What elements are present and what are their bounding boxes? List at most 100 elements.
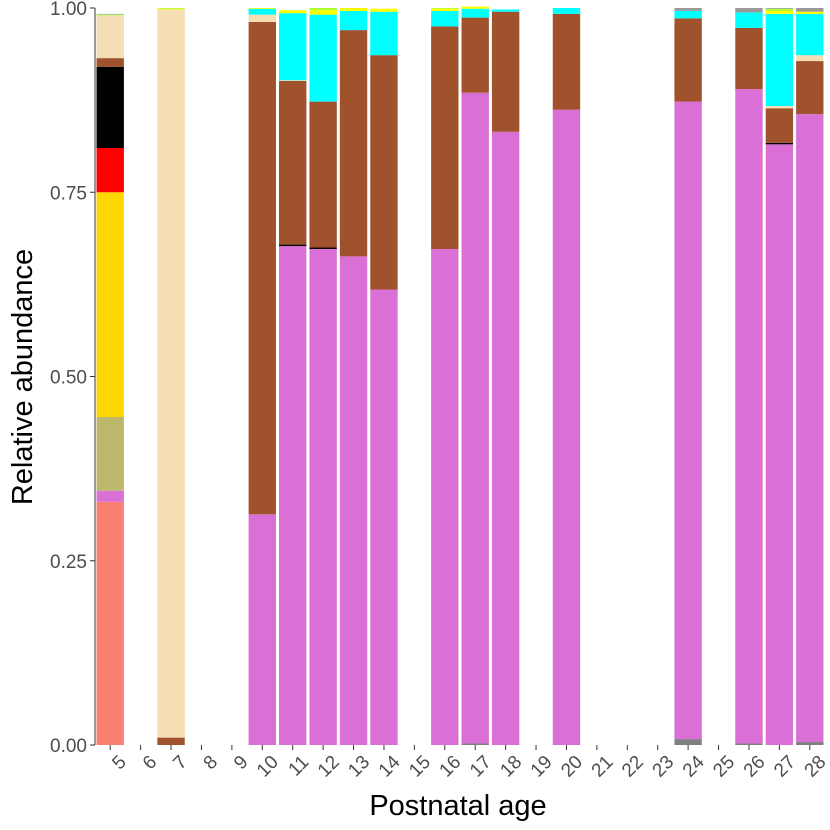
bar-segment-18-brown [491, 11, 520, 132]
bar-segment-10-orchid [248, 514, 276, 745]
bar-segment-26-grey [735, 743, 763, 745]
bar-segment-5-wheat [96, 15, 124, 59]
y-tick-label: 1.00 [50, 0, 87, 20]
bar-segment-16-orchid [431, 249, 459, 745]
bar-segment-12-brown [309, 101, 337, 248]
bar-segment-16-yellow [431, 8, 459, 11]
bar-segment-26-darkgrey [735, 8, 763, 13]
bar-segment-14-yellow [370, 8, 398, 12]
y-tick-label: 0.25 [50, 552, 87, 573]
bar-segment-11-orchid [279, 246, 307, 746]
bar-segment-28-darkgrey [796, 8, 824, 12]
y-tick-label: 0.75 [50, 183, 87, 204]
bar-segment-28-grey [796, 742, 824, 745]
bar-segment-5-khaki [96, 417, 124, 491]
x-tick-label: 28 [801, 752, 830, 782]
bar-segment-17-yellow [461, 6, 489, 9]
bar-segment-27-orchid [765, 144, 794, 746]
bar-segment-14-brown [370, 55, 398, 290]
bar-segment-17-orchid [461, 92, 489, 744]
x-axis-ticks: 5 6 7 8 9 10 11 12 13 14 15 16 17 18 19 20 21 22 23 24 25 26 2… [108, 745, 830, 782]
bar-segment-11-black [279, 244, 307, 247]
x-tick-label: 26 [740, 752, 770, 782]
x-tick-label: 9 [230, 752, 252, 774]
x-tick-label: 24 [679, 751, 709, 781]
bar-segment-27-yellow [765, 10, 794, 14]
x-tick-label: 11 [285, 752, 314, 781]
bar-segment-24-darkgrey [674, 8, 702, 11]
x-tick-label: 8 [200, 752, 222, 774]
x-tick-label: 12 [314, 752, 344, 782]
bar-segment-24-brown [674, 18, 702, 102]
bar-segment-11-yellow [279, 10, 307, 14]
x-tick-label: 7 [169, 752, 191, 774]
bar-segment-16-cyan [431, 10, 459, 27]
bar-segment-5-darkseagreen [96, 13, 124, 15]
x-tick-label: 15 [405, 752, 435, 782]
bar-segment-13-yellow [339, 8, 368, 11]
x-tick-label: 13 [344, 752, 374, 782]
bar-segment-7-wheat [157, 9, 185, 738]
x-tick-label: 14 [375, 751, 405, 781]
bar-segment-24-orchid [674, 101, 702, 740]
x-tick-label: 21 [588, 752, 618, 782]
bar-segment-13-brown [339, 30, 368, 257]
y-axis-title: Relative abundance [7, 249, 39, 505]
x-tick-label: 25 [709, 752, 739, 782]
x-tick-label: 23 [649, 752, 679, 782]
bar-segment-26-orchid [735, 89, 763, 744]
bar-segment-17-brown [461, 17, 489, 93]
bars-layer [96, 6, 824, 746]
bar-segment-10-brown [248, 22, 276, 515]
x-tick-label: 6 [139, 752, 161, 774]
bar-segment-24-grey [674, 739, 702, 745]
bar-segment-28-yellow [796, 11, 824, 14]
bar-segment-28-wheat [796, 55, 824, 62]
bar-segment-17-cyan [461, 8, 489, 18]
x-tick-label: 19 [527, 752, 557, 782]
bar-segment-5-orchid [96, 490, 124, 502]
bar-segment-13-orchid [339, 256, 368, 745]
x-tick-label: 5 [108, 752, 130, 774]
x-axis-title: Postnatal age [369, 790, 546, 822]
bar-segment-28-cyan [796, 13, 824, 56]
x-tick-label: 17 [466, 752, 496, 782]
bar-segment-12-greenyellow [309, 8, 337, 11]
bar-segment-5-red [96, 148, 124, 193]
bar-segment-18-cyan [491, 9, 520, 12]
bar-segment-7-sienna [157, 737, 185, 745]
bar-segment-12-black [309, 247, 337, 249]
x-tick-label: 10 [253, 752, 283, 782]
bar-segment-27-greenyellow [765, 8, 794, 11]
bar-segment-12-cyan [309, 14, 337, 102]
bar-segment-27-wheat [765, 106, 794, 109]
bar-segment-27-cyan [765, 13, 794, 107]
bar-segment-18-orchid [491, 131, 520, 745]
bar-segment-14-orchid [370, 289, 398, 745]
x-tick-label: 27 [770, 752, 800, 782]
y-axis-ticks: 0.00 0.25 0.50 0.75 1.00 [50, 0, 95, 757]
y-tick-label: 0.00 [50, 736, 87, 757]
bar-segment-11-brown [279, 80, 307, 245]
bar-segment-12-orchid [309, 249, 337, 745]
bar-segment-28-brown [796, 61, 824, 115]
bar-segment-13-cyan [339, 10, 368, 31]
bar-segment-27-brown [765, 108, 794, 143]
bar-segment-16-brown [431, 26, 459, 249]
bar-segment-27-black [765, 142, 794, 145]
bar-segment-20-cyan [552, 8, 581, 14]
bar-segment-10-wheat [248, 14, 276, 22]
x-tick-label: 22 [618, 752, 648, 782]
bar-segment-26-brown [735, 27, 763, 90]
bar-segment-5-greenyellow [96, 14, 124, 16]
bar-segment-20-orchid [552, 109, 581, 745]
bar-segment-11-wheat [279, 80, 307, 81]
bar-segment-12-yellow [309, 10, 337, 15]
bar-segment-5-salmon [96, 501, 124, 745]
bar-segment-27-darkgrey [765, 8, 794, 9]
x-tick-label: 16 [436, 752, 466, 782]
x-tick-label: 18 [496, 752, 526, 782]
bar-segment-11-cyan [279, 13, 307, 81]
bar-segment-26-cyan [735, 12, 763, 28]
